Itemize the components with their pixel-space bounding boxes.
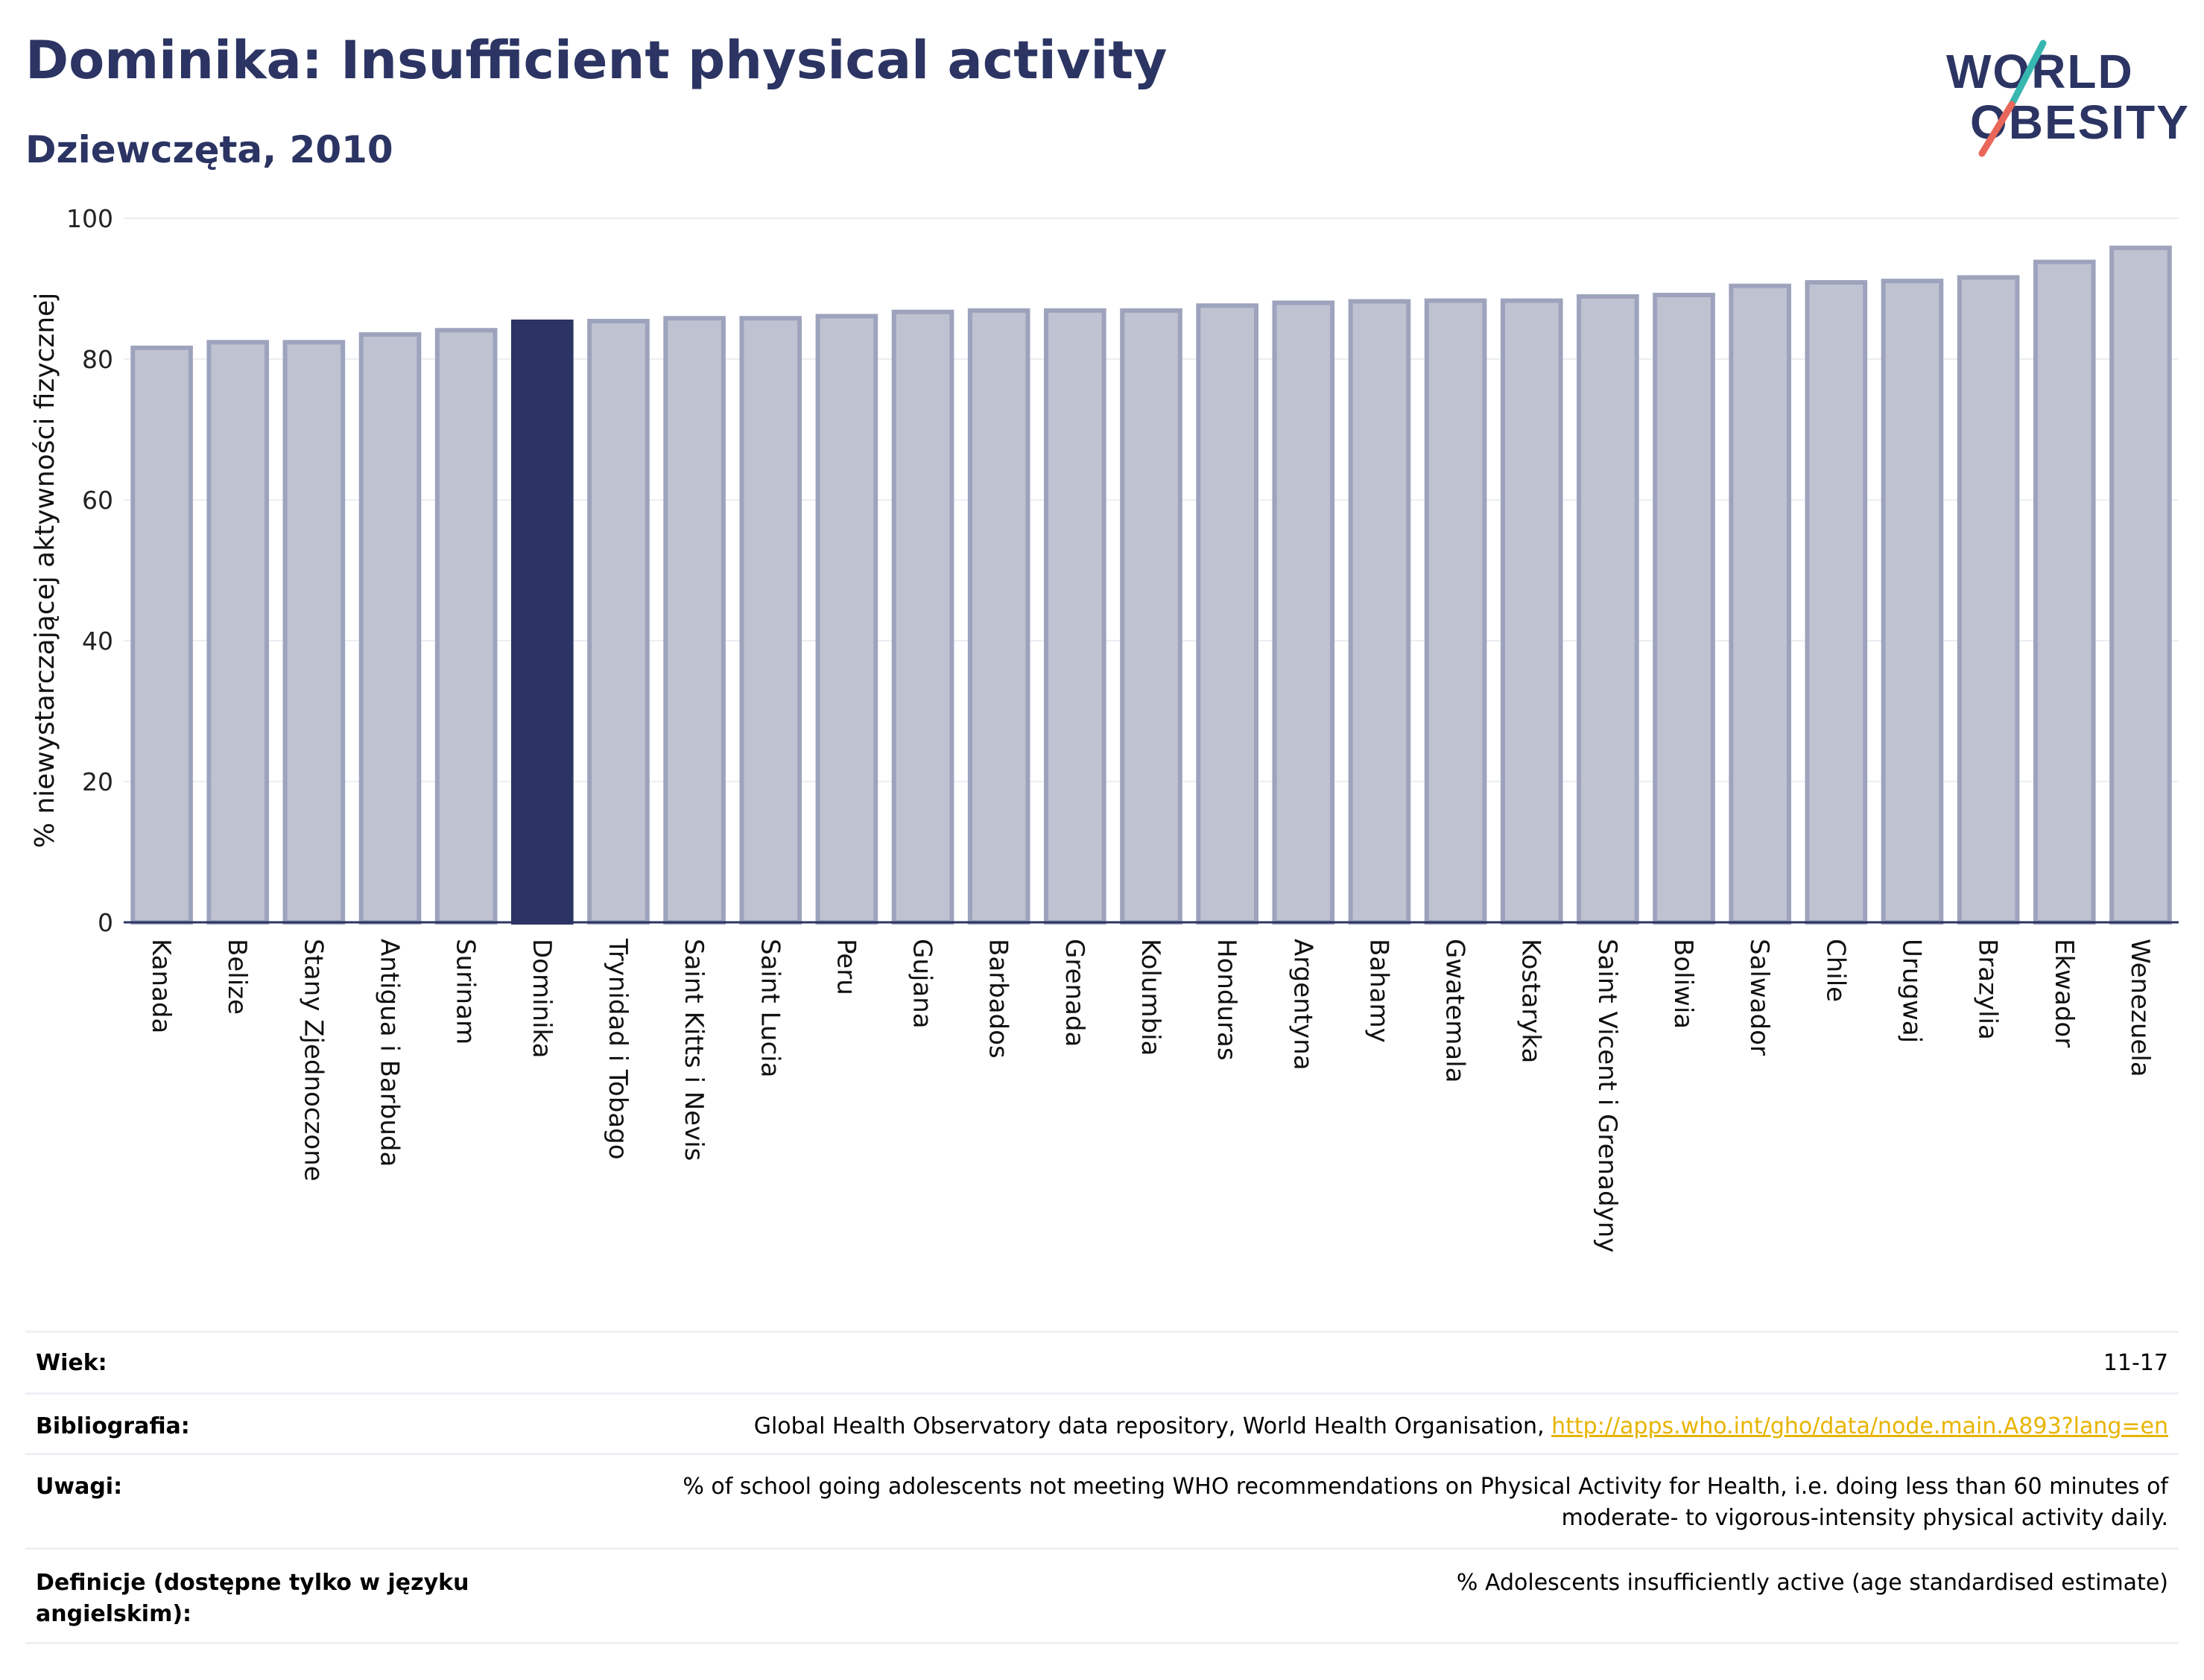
meta-definitions-label: Definicje (dostępne tylko w języku angie…: [36, 1568, 469, 1630]
x-tick-label: Argentyna: [1288, 939, 1317, 1071]
meta-notes-line1: % of school going adolescents not meetin…: [683, 1474, 2168, 1500]
bar: [1881, 279, 1944, 925]
meta-row-bibliography: Bibliografia: Global Health Observatory …: [25, 1392, 2179, 1454]
x-tick-label: Salwador: [1744, 939, 1774, 1056]
x-tick-label: Kostaryka: [1516, 939, 1546, 1063]
x-tick-label: Grenada: [1060, 939, 1089, 1047]
bar: [815, 314, 878, 925]
x-tick-label: Gujana: [908, 939, 937, 1029]
x-tick-label: Dominika: [527, 939, 557, 1058]
y-tick-label: 80: [82, 345, 113, 374]
meta-notes-value: % of school going adolescents not meetin…: [683, 1471, 2168, 1534]
bar: [510, 319, 574, 925]
x-tick-label: Surinam: [451, 939, 481, 1045]
y-axis-label: % niewystarczającej aktywności fizycznej: [30, 293, 60, 849]
meta-row-definitions: Definicje (dostępne tylko w języku angie…: [25, 1547, 2179, 1644]
x-tick-label: Chile: [1820, 939, 1850, 1002]
x-tick-label: Urugwaj: [1896, 939, 1926, 1043]
logo-line2: OBESITY: [1970, 95, 2190, 149]
bar: [967, 308, 1030, 925]
x-tick-label: Boliwia: [1668, 939, 1698, 1029]
bar: [1957, 275, 2020, 925]
page-title: Dominika: Insufficient physical activity: [25, 30, 1168, 91]
bar: [206, 340, 270, 925]
meta-bibliography-label: Bibliografia:: [36, 1413, 190, 1439]
x-tick-label: Saint Vicent i Grenadyny: [1592, 939, 1622, 1252]
x-tick-label: Saint Kitts i Nevis: [679, 939, 709, 1161]
bar: [587, 318, 650, 925]
bar: [663, 316, 726, 925]
meta-age-value: 11-17: [2103, 1350, 2168, 1376]
bibliography-link[interactable]: http://apps.who.int/gho/data/node.main.A…: [1551, 1413, 2168, 1439]
bar: [2033, 259, 2096, 925]
x-tick-label: Belize: [222, 939, 252, 1015]
meta-notes-line2: moderate- to vigorous-intensity physical…: [1561, 1505, 2168, 1531]
bar: [1272, 300, 1335, 925]
x-tick-label: Saint Lucia: [755, 939, 785, 1077]
bar: [891, 309, 954, 925]
bar: [1805, 279, 1868, 925]
x-tick-label: Brazylia: [1973, 939, 2003, 1040]
x-tick-label: Wenezuela: [2125, 939, 2155, 1077]
world-obesity-logo: WORLD OBESITY: [1946, 39, 2190, 157]
logo-slash-bottom: [1978, 101, 2015, 157]
bar: [1577, 294, 1639, 925]
logo-slash-top: [2008, 39, 2047, 108]
bar: [1196, 303, 1258, 925]
meta-definitions-value: % Adolescents insufficiently active (age…: [1456, 1570, 2168, 1596]
meta-bibliography-value: Global Health Observatory data repositor…: [754, 1411, 2168, 1442]
x-tick-label: Stany Zjednoczone: [298, 939, 328, 1182]
bar: [130, 345, 193, 925]
meta-row-notes: Uwagi: % of school going adolescents not…: [25, 1453, 2179, 1548]
y-tick-label: 100: [66, 204, 113, 233]
x-tick-label: Kanada: [146, 939, 176, 1033]
bar-chart: 0 20 40 60 80 100 % niewystarczającej aktywnoś…: [30, 204, 2179, 1252]
x-tick-label: Kolumbia: [1136, 939, 1165, 1056]
y-tick-label: 20: [82, 767, 113, 796]
bar: [282, 340, 346, 925]
bar: [739, 316, 802, 925]
page-subtitle: Dziewczęta, 2010: [25, 128, 393, 171]
meta-age-label: Wiek:: [36, 1350, 107, 1376]
bar: [1729, 283, 1792, 925]
bar: [1653, 293, 1715, 925]
bar: [434, 328, 498, 925]
y-tick-label: 60: [82, 486, 113, 515]
meta-notes-label: Uwagi:: [36, 1474, 123, 1500]
bar: [1424, 298, 1487, 925]
x-tick-label: Gwatemala: [1440, 939, 1470, 1083]
bar: [2109, 245, 2172, 925]
bar: [1348, 299, 1411, 925]
y-tick-label: 0: [98, 908, 113, 937]
x-tick-label: Trynidad i Tobago: [603, 938, 633, 1160]
meta-definitions-label-line2: angielskim):: [36, 1601, 192, 1627]
meta-definitions-label-line1: Definicje (dostępne tylko w języku: [36, 1570, 469, 1596]
bar: [358, 332, 422, 925]
meta-bibliography-text: Global Health Observatory data repositor…: [753, 1413, 1552, 1439]
x-tick-label: Antigua i Barbuda: [375, 939, 405, 1167]
meta-row-age: Wiek: 11-17: [25, 1331, 2179, 1392]
bar: [1500, 298, 1563, 925]
x-tick-label: Ekwador: [2049, 939, 2079, 1047]
x-tick-label: Honduras: [1212, 939, 1241, 1061]
x-tick-label: Barbados: [984, 939, 1013, 1059]
bar: [1044, 308, 1106, 925]
y-tick-label: 40: [82, 627, 113, 656]
bar: [1120, 308, 1182, 925]
x-tick-label: Peru: [831, 939, 861, 995]
x-tick-label: Bahamy: [1364, 939, 1393, 1043]
